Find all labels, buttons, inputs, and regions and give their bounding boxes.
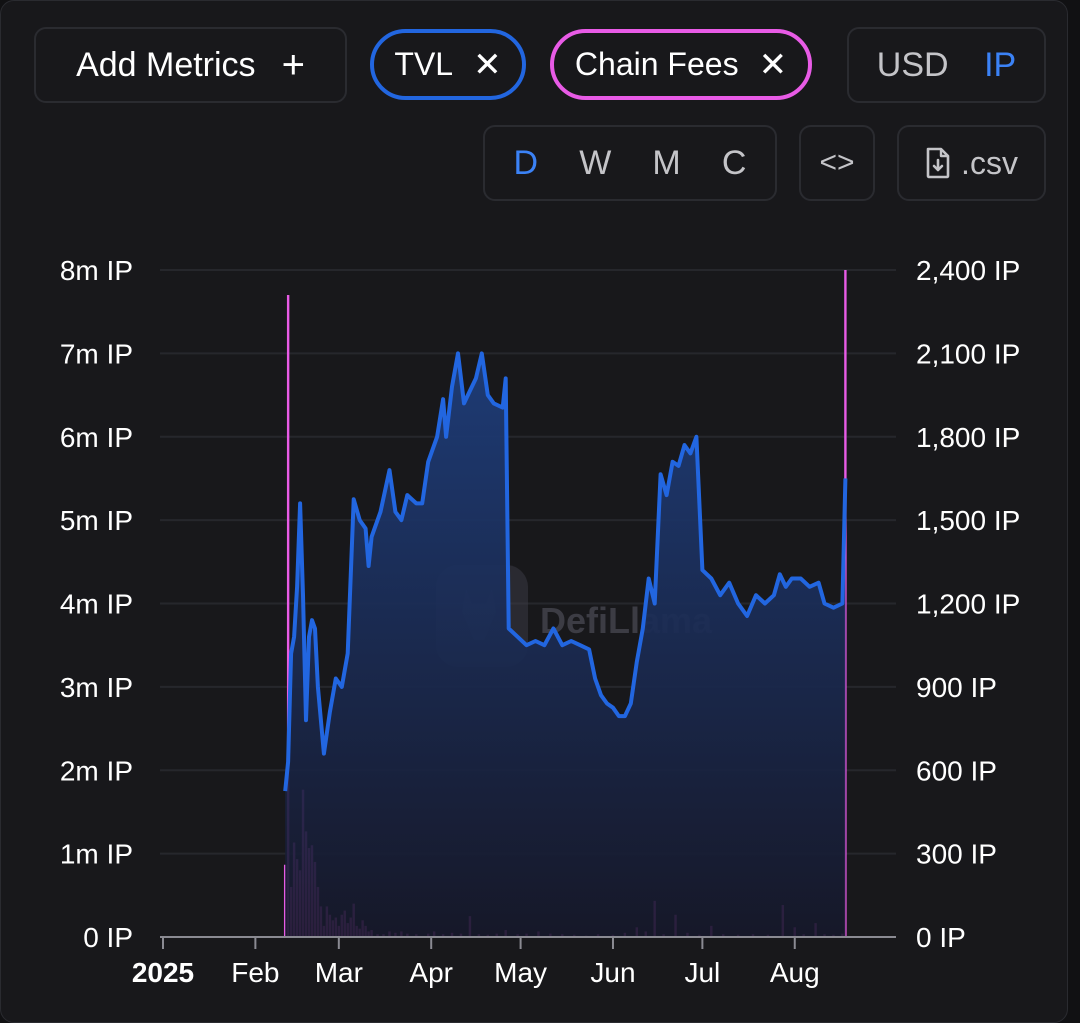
metric-pill-chain-fees-label: Chain Fees: [574, 46, 739, 82]
x-tick-label: Apr: [409, 957, 453, 988]
left-tick-label: 3m IP: [60, 672, 133, 703]
csv-download-button[interactable]: .csv: [897, 125, 1046, 201]
x-tick-label: Mar: [315, 957, 363, 988]
currency-option-usd[interactable]: USD: [876, 45, 949, 84]
close-icon[interactable]: ✕: [758, 45, 788, 84]
left-y-axis: 0 IP 1m IP 2m IP 3m IP 4m IP 5m IP 6m IP 7m IP 8…: [60, 255, 133, 953]
currency-option-ip[interactable]: IP: [984, 45, 1017, 84]
x-tick-label: 2025: [132, 957, 194, 988]
x-tick-label: May: [494, 957, 547, 988]
metric-pill-chain-fees[interactable]: Chain Fees ✕: [550, 29, 812, 100]
x-axis: 2025 Feb Mar Apr May Jun Jul Aug: [132, 936, 896, 988]
left-tick-label: 0 IP: [83, 922, 133, 953]
x-tick-label: Feb: [231, 957, 279, 988]
metric-pill-tvl-label: TVL: [394, 46, 454, 82]
right-tick-label: 1,500 IP: [916, 505, 1020, 536]
period-option-cumulative[interactable]: C: [721, 143, 747, 182]
left-tick-label: 2m IP: [60, 755, 133, 786]
fee-bar: [286, 295, 290, 937]
metric-pill-tvl[interactable]: TVL ✕: [370, 29, 526, 100]
plus-icon: +: [281, 43, 305, 87]
x-tick-label: Aug: [770, 957, 820, 988]
close-icon[interactable]: ✕: [473, 45, 502, 84]
tvl-series: [283, 351, 848, 937]
fee-bar: [283, 864, 287, 937]
right-tick-label: 900 IP: [916, 672, 997, 703]
embed-button[interactable]: <>: [799, 125, 875, 201]
left-tick-label: 6m IP: [60, 422, 133, 453]
right-tick-label: 600 IP: [916, 755, 997, 786]
csv-label: .csv: [961, 144, 1018, 181]
right-tick-label: 1,200 IP: [916, 589, 1020, 620]
tvl-line: [283, 351, 848, 792]
x-tick-label: Jul: [684, 957, 720, 988]
period-option-daily[interactable]: D: [513, 143, 539, 182]
period-option-monthly[interactable]: M: [652, 143, 681, 182]
left-tick-label: 1m IP: [60, 839, 133, 870]
left-tick-label: 4m IP: [60, 589, 133, 620]
add-metrics-label: Add Metrics: [76, 45, 256, 84]
left-tick-label: 8m IP: [60, 255, 133, 286]
x-tick-label: Jun: [590, 957, 635, 988]
right-tick-label: 0 IP: [916, 922, 966, 953]
code-icon: <>: [819, 146, 855, 179]
right-tick-label: 1,800 IP: [916, 422, 1020, 453]
left-tick-label: 5m IP: [60, 505, 133, 536]
left-tick-label: 7m IP: [60, 338, 133, 369]
right-tick-label: 2,400 IP: [916, 255, 1020, 286]
currency-toggle: USD IP: [847, 27, 1046, 103]
right-tick-label: 2,100 IP: [916, 338, 1020, 369]
right-tick-label: 300 IP: [916, 839, 997, 870]
period-toggle: D W M C: [483, 125, 777, 201]
right-y-axis: 0 IP 300 IP 600 IP 900 IP 1,200 IP 1,500 IP 1,…: [916, 255, 1020, 953]
add-metrics-button[interactable]: Add Metrics +: [34, 27, 347, 103]
file-download-icon: [926, 147, 950, 179]
period-option-weekly[interactable]: W: [579, 143, 612, 182]
